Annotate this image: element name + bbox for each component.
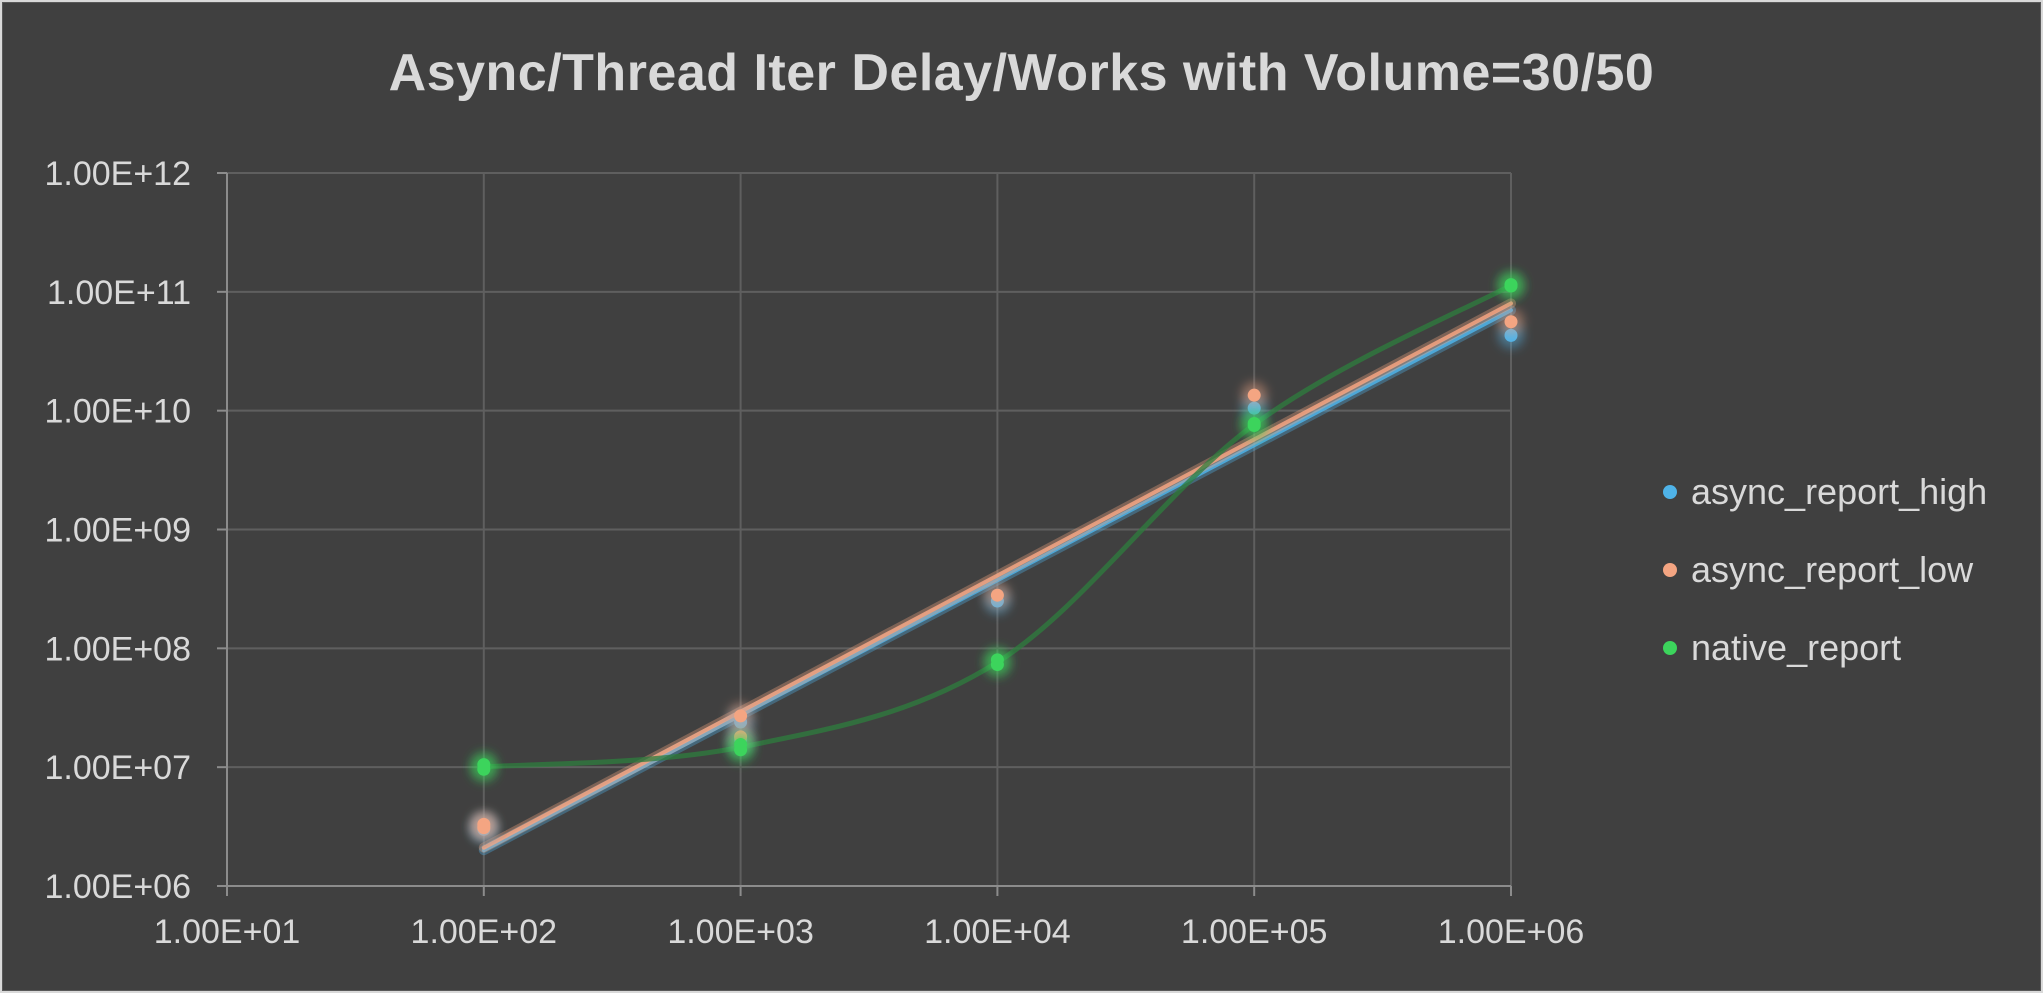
data-point-native_report (1504, 279, 1518, 293)
y-tick-label: 1.00E+07 (44, 749, 191, 787)
y-tick-label: 1.00E+06 (44, 868, 191, 906)
legend-label: async_report_high (1691, 471, 1988, 512)
legend-label: async_report_low (1691, 549, 1974, 590)
data-point-async_report_low (477, 821, 491, 835)
x-tick-label: 1.00E+02 (411, 913, 558, 951)
y-tick-label: 1.00E+10 (44, 393, 191, 431)
legend-item-async_report_high: async_report_high (1663, 453, 1987, 531)
data-point-native_report (990, 658, 1004, 672)
x-tick-label: 1.00E+05 (1181, 913, 1328, 951)
legend-swatch (1663, 485, 1677, 499)
data-point-async_report_low (990, 588, 1004, 602)
x-tick-label: 1.00E+01 (154, 913, 301, 951)
x-tick-label: 1.00E+06 (1438, 913, 1585, 951)
y-tick-label: 1.00E+08 (44, 630, 191, 668)
data-point-native_report (1247, 419, 1261, 433)
y-tick-label: 1.00E+12 (44, 155, 191, 193)
data-point-async_report_low (734, 709, 748, 723)
legend-item-native_report: native_report (1663, 609, 1987, 687)
x-tick-label: 1.00E+03 (667, 913, 814, 951)
x-tick-label: 1.00E+04 (924, 913, 1071, 951)
y-tick-label: 1.00E+11 (47, 274, 191, 312)
plot-area: 1.00E+01 1.00E+02 1.00E+03 1.00E+04 1.00E+05… (44, 155, 1585, 951)
legend-item-async_report_low: async_report_low (1663, 531, 1987, 609)
data-point-async_report_low (1504, 315, 1518, 329)
legend-swatch (1663, 641, 1677, 655)
chart-title: Async/Thread Iter Delay/Works with Volum… (388, 44, 1655, 102)
legend-swatch (1663, 563, 1677, 577)
data-point-async_report_low (1247, 388, 1261, 402)
legend: async_report_high async_report_low native_… (1663, 453, 1987, 687)
data-point-native_report (477, 762, 491, 776)
y-tick-label: 1.00E+09 (44, 512, 191, 550)
data-point-native_report (734, 743, 748, 757)
legend-label: native_report (1691, 627, 1902, 668)
